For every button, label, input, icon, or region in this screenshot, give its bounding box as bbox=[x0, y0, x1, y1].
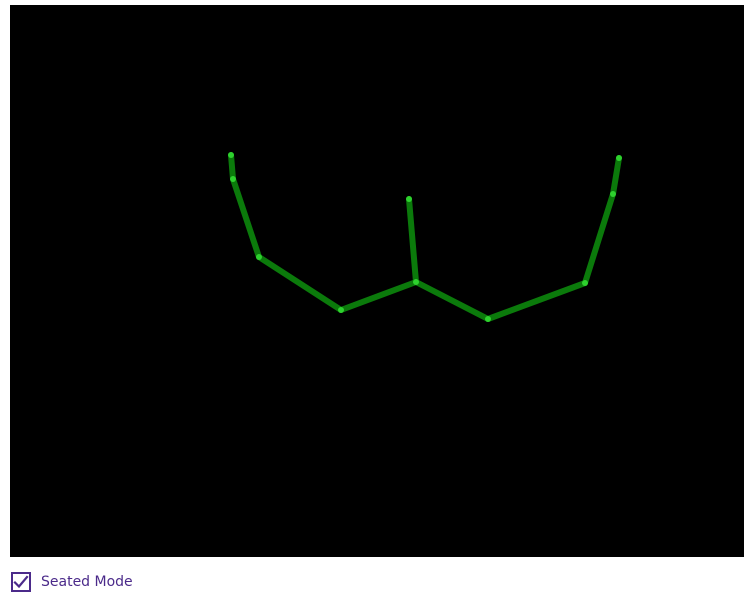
bone-wrist-left-to-elbow-left bbox=[230, 176, 262, 260]
bone-shoulder-right-to-elbow-right bbox=[485, 280, 588, 322]
bone-shoulder-center-to-head bbox=[406, 196, 419, 285]
joint-shoulder-center bbox=[413, 279, 419, 285]
bone-shoulder-left-to-shoulder-center bbox=[338, 279, 419, 313]
joint-shoulder-right bbox=[485, 316, 491, 322]
joint-head bbox=[406, 196, 412, 202]
skeleton-canvas bbox=[228, 152, 622, 322]
joint-shoulder-left bbox=[338, 307, 344, 313]
bone-elbow-right-to-wrist-right bbox=[582, 191, 616, 286]
joint-wrist-left bbox=[230, 176, 236, 182]
bone-elbow-left-to-shoulder-left bbox=[256, 254, 344, 313]
seated-mode-label: Seated Mode bbox=[41, 574, 133, 590]
joint-wrist-right bbox=[610, 191, 616, 197]
seated-mode-checkbox-box[interactable] bbox=[11, 572, 31, 592]
joint-elbow-right bbox=[582, 280, 588, 286]
bone-shoulder-center-to-shoulder-right bbox=[413, 279, 491, 322]
joint-elbow-left bbox=[256, 254, 262, 260]
joint-hand-right bbox=[616, 155, 622, 161]
bone-hand-left-to-wrist-left bbox=[228, 152, 236, 182]
skeleton-viewport bbox=[10, 5, 744, 557]
checkmark-icon bbox=[13, 575, 29, 589]
bone-wrist-right-to-hand-right bbox=[610, 155, 622, 197]
seated-mode-checkbox[interactable]: Seated Mode bbox=[11, 570, 133, 594]
joint-hand-left bbox=[228, 152, 234, 158]
